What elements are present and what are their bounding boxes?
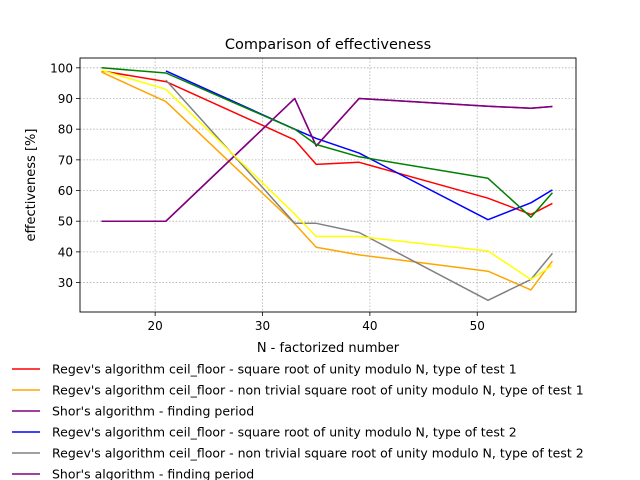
x-tick-label: 50	[470, 319, 485, 333]
legend-label: Regev's algorithm ceil_floor - non trivi…	[52, 383, 584, 398]
y-tick-label: 40	[58, 245, 73, 259]
y-axis: 30 40 50 60 70 80 90 100	[50, 61, 80, 290]
y-axis-label: effectiveness [%]	[24, 129, 39, 242]
series-line-5	[101, 97, 553, 222]
legend-label: Shor's algorithm - finding period	[52, 404, 254, 419]
y-tick-label: 50	[58, 215, 73, 229]
legend-label: Regev's algorithm ceil_floor - square ro…	[52, 425, 517, 440]
x-axis-label: N - factorized number	[257, 341, 400, 356]
series-line-6	[101, 69, 553, 281]
x-tick-label: 20	[148, 319, 163, 333]
series-layer	[101, 67, 554, 302]
y-tick-label: 70	[58, 153, 73, 167]
x-tick-label: 30	[255, 319, 270, 333]
legend-label: Shor's algorithm - finding period	[52, 467, 254, 480]
y-tick-label: 100	[50, 61, 73, 75]
series-line-7	[101, 67, 553, 218]
y-tick-label: 80	[58, 123, 73, 137]
plot-frame	[79, 57, 577, 313]
legend-label: Regev's algorithm ceil_floor - square ro…	[52, 362, 517, 377]
y-tick-label: 90	[58, 92, 73, 106]
x-tick-label: 40	[362, 319, 377, 333]
x-axis: 20 30 40 50	[148, 312, 485, 333]
legend-label: Regev's algorithm ceil_floor - non trivi…	[52, 446, 584, 461]
y-tick-label: 60	[58, 184, 73, 198]
y-tick-label: 30	[58, 276, 73, 290]
series-line-1	[101, 71, 554, 291]
legend: Regev's algorithm ceil_floor - square ro…	[12, 362, 584, 480]
chart-title: Comparison of effectiveness	[225, 37, 431, 53]
